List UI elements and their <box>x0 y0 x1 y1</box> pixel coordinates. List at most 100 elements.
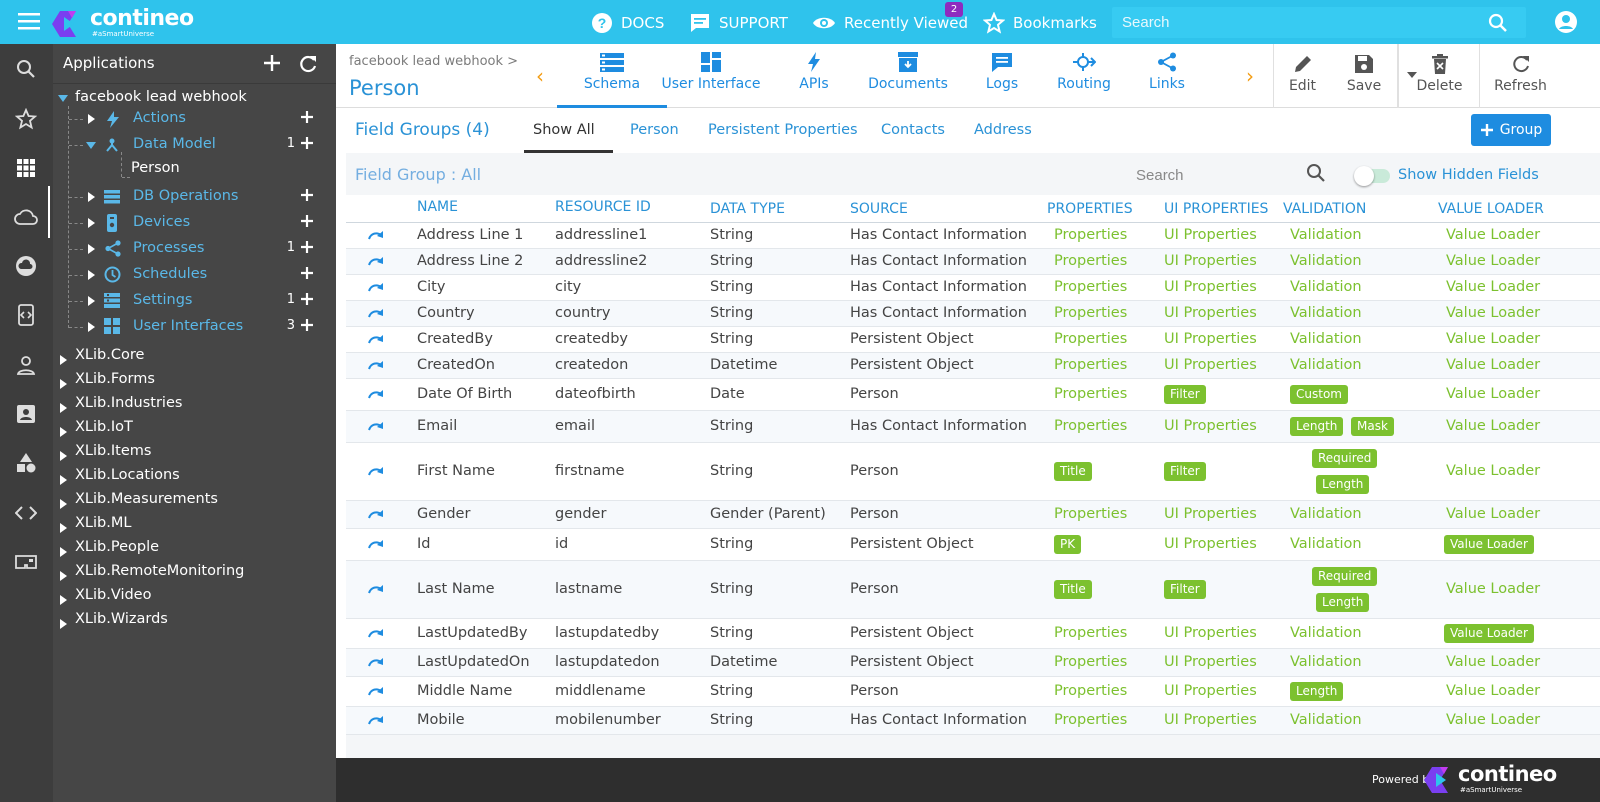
tree-lib-item[interactable]: XLib.Locations <box>75 467 180 483</box>
collapse-caret-icon[interactable] <box>60 475 67 485</box>
save-button[interactable]: Save <box>1331 44 1397 108</box>
value-loader-link[interactable]: Value Loader <box>1446 331 1541 347</box>
scroll-right-chevron-icon[interactable]: › <box>1246 64 1254 88</box>
properties-badge[interactable]: PK <box>1054 535 1082 554</box>
column-header[interactable]: VALIDATION <box>1283 201 1367 217</box>
add-device-icon[interactable] <box>300 214 314 228</box>
validation-badge[interactable]: Length <box>1290 417 1344 436</box>
properties-link[interactable]: Properties <box>1054 654 1128 670</box>
properties-badge[interactable]: Title <box>1054 462 1092 481</box>
refresh-button[interactable]: Refresh <box>1479 44 1561 108</box>
value-loader-link[interactable]: Value Loader <box>1446 654 1541 670</box>
expand-caret-icon[interactable] <box>58 95 68 102</box>
column-header[interactable]: DATA TYPE <box>710 201 785 217</box>
redo-arrow-icon[interactable] <box>368 584 384 594</box>
properties-link[interactable]: Properties <box>1054 712 1128 728</box>
refresh-icon[interactable] <box>298 54 318 74</box>
tree-item-actions[interactable]: Actions <box>133 110 186 126</box>
edit-button[interactable]: Edit <box>1273 44 1331 108</box>
add-db-operation-icon[interactable] <box>300 188 314 202</box>
table-row[interactable]: Last Name lastname String Person Title Filter… <box>346 561 1600 619</box>
ui-properties-link[interactable]: UI Properties <box>1164 536 1257 552</box>
redo-arrow-icon[interactable] <box>368 686 384 696</box>
add-data-model-icon[interactable] <box>300 136 314 150</box>
applications-grid-icon[interactable] <box>14 156 38 180</box>
user-account-icon[interactable] <box>1554 10 1578 34</box>
properties-link[interactable]: Properties <box>1054 625 1128 641</box>
person-icon[interactable] <box>14 353 38 377</box>
collapse-caret-icon[interactable] <box>88 296 95 306</box>
validation-link[interactable]: Validation <box>1290 331 1362 347</box>
validation-link[interactable]: Validation <box>1290 279 1362 295</box>
table-row[interactable]: Gender gender Gender (Parent) Person Propert… <box>346 501 1600 529</box>
fg-tab-address[interactable]: Address <box>974 122 1032 138</box>
add-action-icon[interactable] <box>300 110 314 124</box>
tab-schema[interactable]: Schema <box>557 52 667 108</box>
properties-link[interactable]: Properties <box>1054 305 1128 321</box>
code-file-icon[interactable] <box>14 303 38 327</box>
tab-links[interactable]: Links <box>1112 52 1222 108</box>
table-row[interactable]: Id id String Persistent Object PK UI Properti… <box>346 529 1600 561</box>
validation-badge[interactable]: Required <box>1312 449 1378 468</box>
ui-properties-link[interactable]: UI Properties <box>1164 279 1257 295</box>
value-loader-link[interactable]: Value Loader <box>1446 506 1541 522</box>
validation-badge[interactable]: Mask <box>1351 417 1394 436</box>
value-loader-link[interactable]: Value Loader <box>1446 253 1541 269</box>
tab-documents[interactable]: Documents <box>853 52 963 108</box>
add-process-icon[interactable] <box>300 240 314 254</box>
collapse-caret-icon[interactable] <box>60 403 67 413</box>
show-hidden-fields-toggle[interactable] <box>1354 166 1390 186</box>
tree-lib-item[interactable]: XLib.ML <box>75 515 132 531</box>
redo-arrow-icon[interactable] <box>368 657 384 667</box>
table-row[interactable]: Email email String Has Contact Information P… <box>346 411 1600 443</box>
add-group-button[interactable]: Group <box>1471 114 1551 146</box>
bookmarks-link[interactable]: Bookmarks <box>983 10 1097 36</box>
tree-lib-item[interactable]: XLib.Wizards <box>75 611 168 627</box>
table-row[interactable]: CreatedOn createdon Datetime Persistent Obj… <box>346 353 1600 379</box>
add-schedule-icon[interactable] <box>300 266 314 280</box>
tree-lib-item[interactable]: XLib.Industries <box>75 395 183 411</box>
tab-routing[interactable]: Routing <box>1029 52 1139 108</box>
redo-arrow-icon[interactable] <box>368 539 384 549</box>
redo-arrow-icon[interactable] <box>368 230 384 240</box>
ui-properties-link[interactable]: UI Properties <box>1164 418 1257 434</box>
value-loader-link[interactable]: Value Loader <box>1446 279 1541 295</box>
favorites-star-icon[interactable] <box>14 107 38 131</box>
properties-link[interactable]: Properties <box>1054 683 1128 699</box>
collapse-caret-icon[interactable] <box>88 218 95 228</box>
ui-properties-link[interactable]: UI Properties <box>1164 712 1257 728</box>
ui-properties-link[interactable]: UI Properties <box>1164 625 1257 641</box>
validation-link[interactable]: Validation <box>1290 654 1362 670</box>
validation-badge[interactable]: Length <box>1290 682 1344 701</box>
add-icon[interactable] <box>263 54 281 72</box>
collapse-caret-icon[interactable] <box>88 114 95 124</box>
ticket-icon[interactable] <box>14 550 38 574</box>
column-header[interactable]: PROPERTIES <box>1047 201 1133 217</box>
recently-viewed-link[interactable]: Recently Viewed <box>812 10 968 36</box>
redo-arrow-icon[interactable] <box>368 360 384 370</box>
ui-properties-link[interactable]: UI Properties <box>1164 506 1257 522</box>
cloud-solid-icon[interactable] <box>14 254 38 278</box>
tab-user-interface[interactable]: User Interface <box>655 52 767 108</box>
ui-properties-link[interactable]: UI Properties <box>1164 305 1257 321</box>
properties-link[interactable]: Properties <box>1054 386 1128 402</box>
ui-properties-link[interactable]: UI Properties <box>1164 227 1257 243</box>
table-row[interactable]: Address Line 1 addressline1 String Has Cont… <box>346 223 1600 249</box>
value-loader-link[interactable]: Value Loader <box>1446 418 1541 434</box>
tree-lib-item[interactable]: XLib.Core <box>75 347 145 363</box>
properties-link[interactable]: Properties <box>1054 418 1128 434</box>
shapes-icon[interactable] <box>14 451 38 475</box>
table-row[interactable]: LastUpdatedBy lastupdatedby String Persiste… <box>346 619 1600 649</box>
docs-link[interactable]: ? DOCS <box>591 10 664 36</box>
global-search-input[interactable] <box>1122 7 1462 38</box>
redo-arrow-icon[interactable] <box>368 466 384 476</box>
add-setting-icon[interactable] <box>300 292 314 306</box>
cloud-icon[interactable] <box>14 205 38 229</box>
tree-lib-item[interactable]: XLib.Measurements <box>75 491 218 507</box>
redo-arrow-icon[interactable] <box>368 509 384 519</box>
collapse-caret-icon[interactable] <box>60 523 67 533</box>
table-row[interactable]: LastUpdatedOn lastupdatedon Datetime Persis… <box>346 649 1600 677</box>
value-loader-badge[interactable]: Value Loader <box>1444 535 1534 554</box>
collapse-caret-icon[interactable] <box>88 244 95 254</box>
tree-item-processes[interactable]: Processes <box>133 240 205 256</box>
